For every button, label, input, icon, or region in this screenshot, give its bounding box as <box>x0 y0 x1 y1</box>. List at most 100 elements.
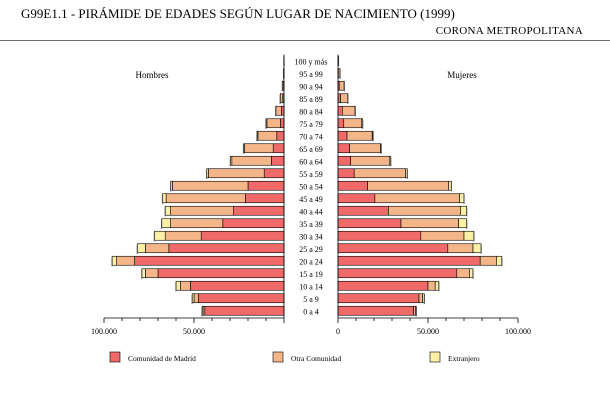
bar-hombres-30-a-34-s1 <box>165 231 201 240</box>
bar-mujeres-10-a-14-s0 <box>338 281 428 290</box>
tick-label-mujeres-50000: 50.000 <box>417 327 439 336</box>
bar-mujeres-70-a-74-s0 <box>338 131 347 140</box>
bar-hombres-35-a-39-s0 <box>223 219 284 228</box>
bar-hombres-60-a-64-s1 <box>232 156 272 165</box>
legend-swatch-0 <box>110 352 120 362</box>
bar-hombres-0-a-4-s0 <box>205 306 284 315</box>
bar-mujeres-20-a-24-s0 <box>338 256 480 265</box>
bar-mujeres-15-a-19-s0 <box>338 269 457 278</box>
age-label-80-a-84: 80 a 84 <box>299 107 323 116</box>
bar-hombres-80-a-84-s0 <box>281 106 284 115</box>
bar-hombres-10-a-14-s1 <box>181 281 191 290</box>
bar-hombres-65-a-69-s0 <box>273 144 284 153</box>
age-label-10-a-14: 10 a 14 <box>299 282 323 291</box>
age-label-15-a-19: 15 a 19 <box>299 270 323 279</box>
age-label-75-a-79: 75 a 79 <box>299 120 323 129</box>
bar-hombres-10-a-14-s2 <box>176 281 181 290</box>
age-label-65-a-69: 65 a 69 <box>299 145 323 154</box>
bar-hombres-45-a-49-s0 <box>245 194 284 203</box>
bar-mujeres-45-a-49-s2 <box>460 194 465 203</box>
age-label-40-a-44: 40 a 44 <box>299 207 323 216</box>
bar-mujeres-0-a-4-s0 <box>338 306 414 315</box>
age-label-55-a-59: 55 a 59 <box>299 170 323 179</box>
bar-mujeres-90-a-94-s1 <box>339 81 344 90</box>
bar-mujeres-80-a-84-s1 <box>342 106 355 115</box>
bar-hombres-30-a-34-s2 <box>154 231 165 240</box>
age-label-70-a-74: 70 a 74 <box>299 132 323 141</box>
legend-swatch-1 <box>273 352 283 362</box>
bar-mujeres-55-a-59-s1 <box>354 169 405 178</box>
bar-hombres-75-a-79-s0 <box>280 119 284 128</box>
bar-mujeres-5-a-9-s1 <box>419 294 423 303</box>
bar-hombres-50-a-54-s1 <box>172 181 248 190</box>
bar-hombres-15-a-19-s0 <box>158 269 284 278</box>
legend-label-0: Comunidad de Madrid <box>128 354 196 363</box>
bar-hombres-5-a-9-s1 <box>194 294 199 303</box>
bar-mujeres-5-a-9-s0 <box>338 294 419 303</box>
bar-hombres-75-a-79-s1 <box>267 119 281 128</box>
legend-label-1: Otra Comunidad <box>291 354 341 363</box>
bar-hombres-15-a-19-s1 <box>145 269 158 278</box>
bar-hombres-70-a-74-s0 <box>277 131 284 140</box>
bar-mujeres-15-a-19-s1 <box>457 269 470 278</box>
bar-mujeres-65-a-69-s1 <box>350 144 381 153</box>
bar-hombres-55-a-59-s1 <box>208 169 264 178</box>
age-label-60-a-64: 60 a 64 <box>299 157 323 166</box>
bar-mujeres-50-a-54-s1 <box>368 181 449 190</box>
bar-mujeres-60-a-64-s0 <box>338 156 351 165</box>
bar-mujeres-10-a-14-s1 <box>428 281 435 290</box>
bar-hombres-20-a-24-s1 <box>117 256 135 265</box>
bar-mujeres-40-a-44-s0 <box>338 206 388 215</box>
bar-hombres-65-a-69-s1 <box>244 144 273 153</box>
bar-mujeres-35-a-39-s2 <box>459 219 467 228</box>
bar-hombres-25-a-29-s1 <box>145 244 168 253</box>
bar-mujeres-30-a-34-s2 <box>464 231 474 240</box>
bar-hombres-40-a-44-s1 <box>171 206 234 215</box>
bar-mujeres-50-a-54-s0 <box>338 181 368 190</box>
bar-mujeres-35-a-39-s1 <box>401 219 459 228</box>
bar-mujeres-25-a-29-s0 <box>338 244 448 253</box>
bar-hombres-40-a-44-s2 <box>165 206 170 215</box>
age-label-20-a-24: 20 a 24 <box>299 257 323 266</box>
tick-label-hombres-100000: 100.000 <box>91 327 117 336</box>
bar-mujeres-55-a-59-s0 <box>338 169 354 178</box>
legend-label-2: Extranjero <box>448 354 480 363</box>
bar-hombres-40-a-44-s0 <box>234 206 284 215</box>
tick-label-mujeres-100000: 100.000 <box>505 327 531 336</box>
age-label-25-a-29: 25 a 29 <box>299 245 323 254</box>
bar-hombres-10-a-14-s0 <box>190 281 284 290</box>
label-hombres: Hombres <box>136 70 169 80</box>
bar-hombres-80-a-84-s1 <box>276 106 281 115</box>
bar-mujeres-45-a-49-s1 <box>375 194 460 203</box>
age-label-35-a-39: 35 a 39 <box>299 220 323 229</box>
bar-mujeres-60-a-64-s1 <box>351 156 390 165</box>
bar-mujeres-70-a-74-s1 <box>347 131 372 140</box>
bar-hombres-20-a-24-s2 <box>112 256 117 265</box>
bar-mujeres-20-a-24-s1 <box>480 256 496 265</box>
bar-hombres-25-a-29-s0 <box>169 244 284 253</box>
bar-hombres-35-a-39-s2 <box>162 219 171 228</box>
legend-swatch-2 <box>430 352 440 362</box>
bar-mujeres-65-a-69-s0 <box>338 144 350 153</box>
age-label-85-a-89: 85 a 89 <box>299 95 323 104</box>
bar-mujeres-25-a-29-s1 <box>448 244 473 253</box>
bar-hombres-35-a-39-s1 <box>171 219 223 228</box>
bar-hombres-30-a-34-s0 <box>201 231 284 240</box>
age-label-5-a-9: 5 a 9 <box>303 295 319 304</box>
bar-hombres-45-a-49-s1 <box>166 194 245 203</box>
bar-hombres-50-a-54-s0 <box>248 181 284 190</box>
bar-mujeres-75-a-79-s1 <box>344 119 362 128</box>
age-label-30-a-34: 30 a 34 <box>299 232 323 241</box>
bar-hombres-5-a-9-s0 <box>199 294 285 303</box>
age-label-95-a-99: 95 a 99 <box>299 70 323 79</box>
bar-mujeres-85-a-89-s1 <box>341 94 348 103</box>
tick-label-hombres-50000: 50.000 <box>183 327 205 336</box>
bar-mujeres-35-a-39-s0 <box>338 219 401 228</box>
age-label-100-y-más: 100 y más <box>295 57 328 66</box>
bar-hombres-20-a-24-s0 <box>135 256 284 265</box>
label-mujeres: Mujeres <box>447 70 477 80</box>
tick-label-mujeres-0: 0 <box>336 327 340 336</box>
bar-hombres-25-a-29-s2 <box>137 244 145 253</box>
